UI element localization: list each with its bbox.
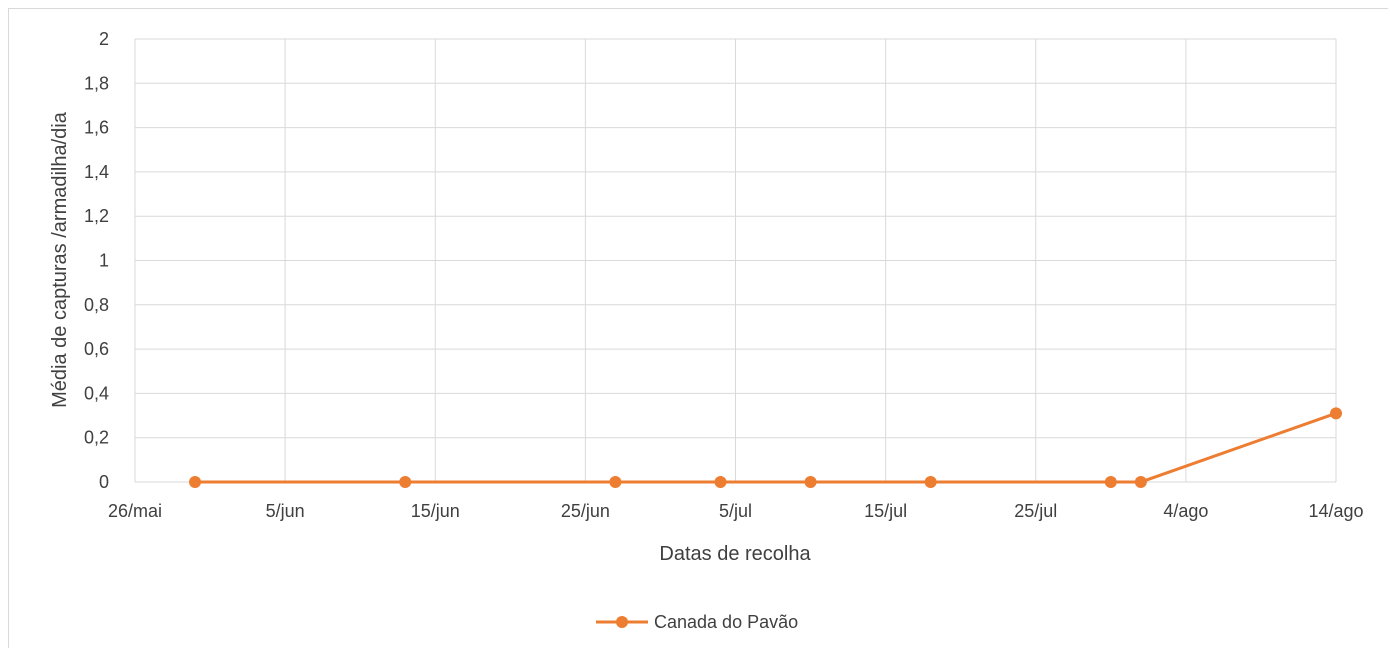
y-tick-label-1: 0,2 xyxy=(84,428,109,448)
data-point-0-2 xyxy=(609,476,622,488)
data-point-0-5 xyxy=(924,476,937,488)
y-tick-label-4: 0,8 xyxy=(84,295,109,315)
x-tick-label-1: 5/jun xyxy=(266,501,305,521)
y-tick-label-6: 1,2 xyxy=(84,206,109,226)
data-point-0-6 xyxy=(1104,476,1117,488)
x-tick-label-4: 5/jul xyxy=(719,501,752,521)
x-tick-labels: 26/mai 5/jun 15/jun 25/jun 5/jul 15/jul 25/jul… xyxy=(108,501,1364,521)
series-line-0 xyxy=(195,411,1337,484)
chart-frame xyxy=(8,8,1388,648)
y-tick-label-8: 1,6 xyxy=(84,118,109,138)
x-tick-label-3: 25/jun xyxy=(561,501,610,521)
series-layer xyxy=(189,407,1342,488)
data-point-0-4 xyxy=(804,476,817,488)
data-point-0-0 xyxy=(189,476,202,488)
y-tick-label-0: 0 xyxy=(99,472,109,492)
legend-dot-marker xyxy=(616,616,628,628)
data-point-0-3 xyxy=(714,476,727,488)
gridlines xyxy=(134,38,1337,483)
y-axis-title: Média de capturas /armadilha/dia xyxy=(49,111,71,408)
x-tick-label-5: 15/jul xyxy=(864,501,907,521)
y-tick-label-9: 1,8 xyxy=(84,73,109,93)
legend: Canada do Pavão xyxy=(596,612,798,632)
x-tick-label-2: 15/jun xyxy=(411,501,460,521)
y-tick-label-3: 0,6 xyxy=(84,339,109,359)
y-tick-label-10: 2 xyxy=(99,29,109,49)
data-point-0-1 xyxy=(399,476,412,488)
x-tick-label-7: 4/ago xyxy=(1163,501,1208,521)
legend-label-canada-do-pavao: Canada do Pavão xyxy=(654,612,798,632)
data-point-0-7 xyxy=(1134,476,1147,488)
y-tick-labels: 0 0,2 0,4 0,6 0,8 1 1,2 1,4 1,6 1,8 2 xyxy=(84,29,109,492)
y-tick-label-7: 1,4 xyxy=(84,162,109,182)
x-tick-label-8: 14/ago xyxy=(1308,501,1363,521)
x-tick-label-6: 25/jul xyxy=(1014,501,1057,521)
x-axis-title: Datas de recolha xyxy=(659,543,811,565)
x-tick-label-0: 26/mai xyxy=(108,501,162,521)
data-point-0-8 xyxy=(1330,407,1342,420)
y-tick-label-5: 1 xyxy=(99,251,109,271)
y-tick-label-2: 0,4 xyxy=(84,383,109,403)
